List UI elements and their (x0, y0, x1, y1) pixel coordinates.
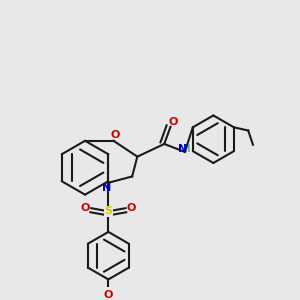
Text: N: N (178, 144, 187, 154)
Text: O: O (168, 117, 178, 127)
Text: H: H (183, 144, 190, 154)
Text: S: S (104, 206, 112, 216)
Text: O: O (110, 130, 120, 140)
Text: N: N (102, 184, 111, 194)
Text: O: O (127, 203, 136, 213)
Text: O: O (104, 290, 113, 300)
Text: O: O (81, 203, 90, 213)
